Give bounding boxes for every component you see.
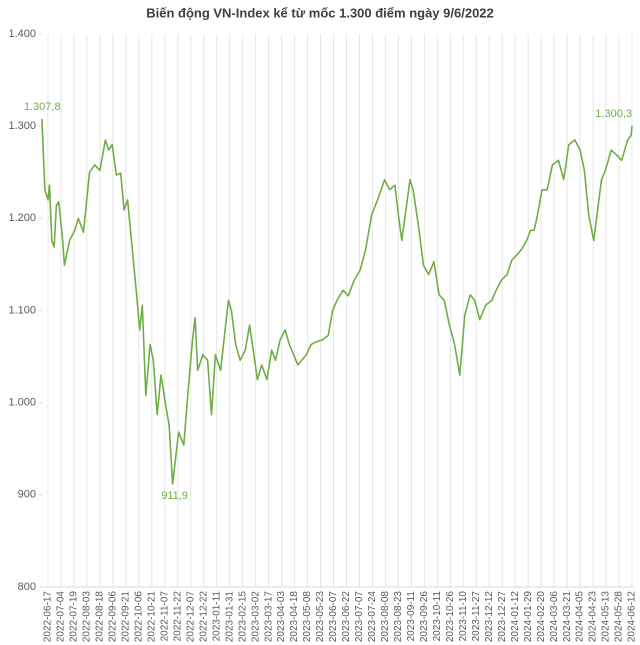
y-tick-label: 1.300 [8,120,36,132]
y-tick-label: 1.100 [8,304,36,316]
x-tick-label: 2023-05-08 [302,591,313,643]
x-tick-label: 2023-05-23 [315,591,326,643]
x-tick-label: 2022-12-07 [185,591,196,643]
x-tick-label: 2023-11-10 [458,591,469,642]
value-label: 911,9 [161,490,188,502]
x-tick-label: 2022-11-07 [159,591,170,642]
x-tick-label: 2024-02-20 [536,591,547,643]
y-tick-label: 800 [18,581,36,593]
y-tick-label: 1.200 [8,212,36,224]
x-tick-label: 2024-05-13 [601,591,612,643]
line [41,118,633,485]
x-tick-label: 2023-03-17 [263,591,274,643]
x-tick-label: 2024-03-06 [549,591,560,643]
x-tick-label: 2022-07-04 [56,591,67,643]
x-tick-label: 2022-07-19 [69,591,80,643]
x-tick-label: 2024-01-12 [510,591,521,643]
chart-title: Biến động VN-Index kể từ mốc 1.300 điểm … [146,5,494,20]
x-tick-label: 2024-04-05 [575,591,586,643]
x-tick-label: 2023-10-26 [445,591,456,643]
value-label: 1.300,3 [595,108,632,120]
x-tick-label: 2024-01-29 [523,591,534,643]
x-tick-label: 2022-08-18 [95,591,106,643]
x-tick-label: 2022-08-03 [82,591,93,643]
x-tick-label: 2023-11-27 [471,591,482,642]
value-label: 1.307,8 [24,101,61,113]
x-tick-label: 2022-11-22 [172,591,183,642]
x-tick-label: 2023-08-23 [393,591,404,643]
x-tick-label: 2023-09-26 [419,591,430,643]
x-tick-label: 2022-06-17 [43,591,54,643]
x-tick-label: 2023-04-18 [289,591,300,643]
x-tick-label: 2023-01-11 [211,591,222,642]
x-tick-label: 2023-01-31 [224,591,235,643]
x-tick-label: 2024-05-28 [614,591,625,643]
x-tick-label: 2023-03-02 [250,591,261,643]
x-tick-label: 2022-09-06 [108,591,119,643]
x-tick-label: 2023-09-11 [406,591,417,642]
x-tick-label: 2024-06-12 [627,591,638,643]
x-tick-label: 2022-10-21 [146,591,157,643]
x-tick-label: 2022-12-22 [198,591,209,643]
y-tick-label: 900 [18,489,36,501]
x-tick-label: 2022-09-21 [121,591,132,643]
x-tick-label: 2023-12-27 [497,591,508,643]
y-tick-label: 1.000 [8,397,36,409]
x-tick-label: 2024-04-23 [588,591,599,643]
x-tick-label: 2023-08-08 [380,591,391,643]
x-tick-label: 2024-03-21 [562,591,573,643]
x-tick-label: 2022-10-06 [133,591,144,643]
y-tick-label: 1.400 [8,28,36,40]
x-tick-label: 2023-10-11 [432,591,443,642]
x-tick-label: 2023-12-12 [484,591,495,643]
x-tick-label: 2023-06-07 [328,591,339,643]
x-tick-label: 2023-02-15 [237,591,248,643]
x-tick-label: 2023-07-07 [354,591,365,643]
x-tick-label: 2023-04-03 [276,591,287,643]
x-tick-label: 2023-06-22 [341,591,352,643]
x-tick-label: 2023-07-24 [367,591,378,643]
